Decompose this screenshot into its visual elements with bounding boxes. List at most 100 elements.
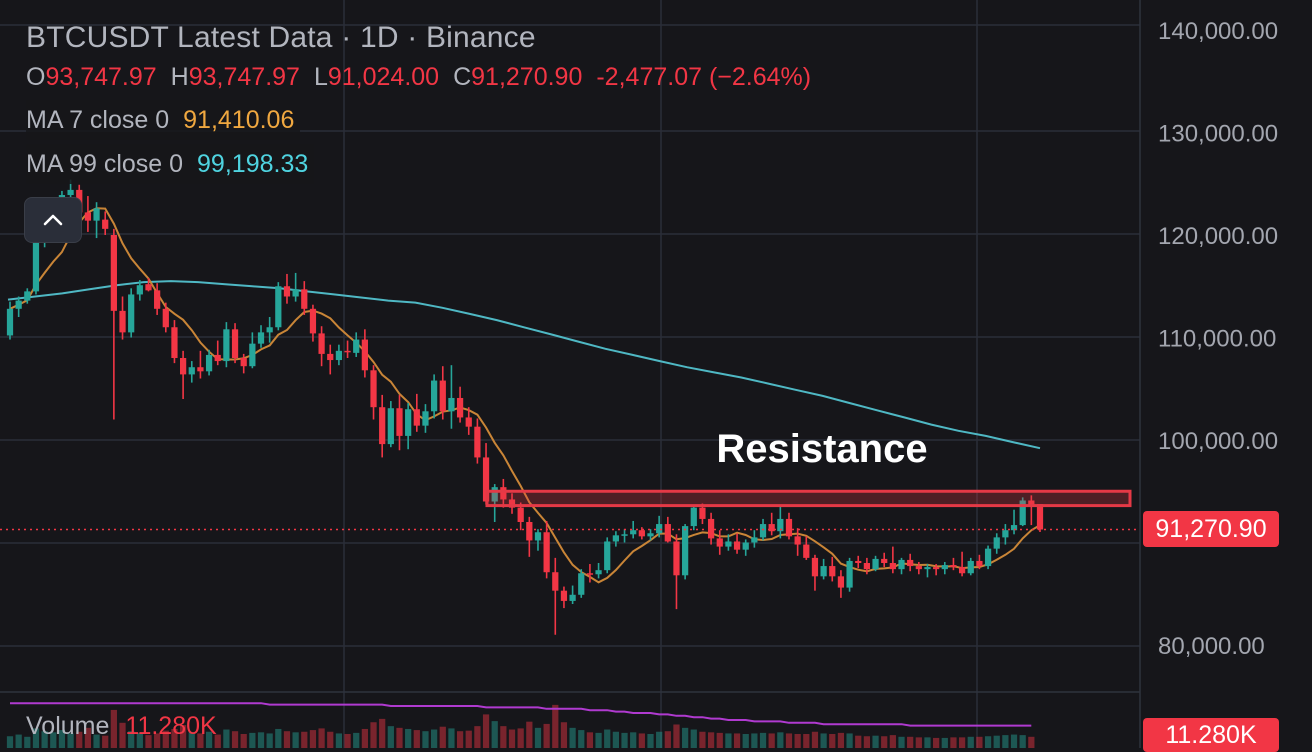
candle-body bbox=[474, 426, 481, 458]
candle-body bbox=[1019, 500, 1026, 526]
volume-bar bbox=[50, 732, 57, 748]
candle-body bbox=[327, 353, 334, 361]
volume-bar bbox=[759, 732, 767, 748]
candle-body bbox=[578, 573, 585, 595]
candle-body bbox=[309, 308, 317, 334]
volume-ma-line bbox=[10, 702, 1032, 727]
volume-bar bbox=[491, 721, 498, 748]
candle-body bbox=[179, 358, 187, 375]
candle-body bbox=[933, 567, 940, 570]
ma99-indicator[interactable]: MA 99 close 0 99,198.33 bbox=[26, 144, 315, 184]
volume-bar bbox=[907, 736, 914, 748]
candle-body bbox=[1028, 500, 1035, 505]
volume-bar bbox=[275, 728, 282, 748]
volume-bar bbox=[924, 737, 931, 748]
candle-body bbox=[855, 560, 862, 563]
volume-bar bbox=[794, 734, 801, 748]
candle-body bbox=[552, 572, 559, 591]
volume-legend: Volume 11.280K bbox=[26, 712, 217, 741]
volume-bar bbox=[707, 732, 715, 748]
volume-bar bbox=[102, 735, 109, 748]
candle-body bbox=[785, 518, 793, 537]
candle-body bbox=[500, 487, 507, 500]
volume-bar bbox=[950, 737, 957, 748]
volume-bar bbox=[353, 732, 360, 748]
volume-bar bbox=[179, 725, 187, 748]
volume-bar bbox=[188, 732, 195, 748]
candle-body bbox=[223, 329, 230, 362]
candle-body bbox=[803, 544, 810, 558]
volume-bar bbox=[656, 731, 663, 748]
volume-bar bbox=[500, 726, 507, 748]
candle-body bbox=[188, 367, 195, 375]
collapse-legend-button[interactable] bbox=[24, 197, 82, 243]
candle-body bbox=[67, 189, 74, 196]
open-value: 93,747.97 bbox=[45, 63, 157, 91]
candle-body bbox=[413, 409, 420, 426]
candle-body bbox=[448, 397, 455, 412]
volume-bar bbox=[379, 718, 386, 748]
candle-body bbox=[984, 548, 992, 567]
candle-body bbox=[283, 286, 291, 297]
candle-body bbox=[266, 327, 273, 333]
volume-bar bbox=[154, 733, 161, 748]
candle-body bbox=[673, 541, 680, 576]
candle-body bbox=[768, 524, 775, 532]
candle-body bbox=[872, 558, 879, 570]
volume-scale-label: 11.280K bbox=[1143, 718, 1279, 752]
last-price-label: 91,270.90 bbox=[1143, 511, 1279, 548]
low-key: L bbox=[313, 63, 328, 91]
volume-bar bbox=[846, 733, 853, 748]
volume-bar bbox=[664, 731, 671, 748]
volume-bar bbox=[751, 733, 758, 748]
volume-bar bbox=[465, 730, 472, 748]
volume-bar bbox=[855, 735, 862, 748]
candle-body bbox=[526, 522, 533, 541]
candle-body bbox=[128, 294, 135, 333]
volume-bar bbox=[820, 733, 827, 748]
candle-body bbox=[93, 208, 100, 221]
volume-bar bbox=[6, 736, 14, 748]
candle-body bbox=[154, 290, 161, 309]
volume-bar bbox=[223, 729, 230, 748]
candle-body bbox=[240, 358, 247, 367]
volume-bar bbox=[474, 726, 481, 748]
candle-body bbox=[482, 457, 490, 502]
volume-bar bbox=[162, 730, 169, 748]
candle-body bbox=[889, 563, 896, 570]
candle-body bbox=[569, 594, 576, 601]
high-value: 93,747.97 bbox=[188, 63, 300, 91]
volume-bar bbox=[621, 732, 628, 748]
volume-bar bbox=[301, 731, 308, 748]
candle-body bbox=[976, 560, 983, 567]
candle-body bbox=[292, 289, 299, 297]
candle-body bbox=[924, 567, 931, 570]
volume-bar bbox=[422, 731, 429, 748]
candle-body bbox=[370, 370, 377, 408]
ma99-value: 99,198.33 bbox=[197, 150, 309, 178]
candle-body bbox=[881, 558, 888, 563]
candle-body bbox=[586, 573, 594, 575]
candle-body bbox=[353, 339, 360, 353]
volume-bar bbox=[249, 732, 256, 748]
volume-bar bbox=[1010, 734, 1018, 748]
volume-bar bbox=[647, 734, 654, 748]
candle-body bbox=[595, 570, 602, 575]
candle-body bbox=[379, 407, 386, 445]
ma7-indicator[interactable]: MA 7 close 0 91,410.06 bbox=[26, 100, 301, 140]
candle-body bbox=[257, 332, 265, 344]
volume-bar bbox=[257, 732, 265, 748]
volume-value: 11.280K bbox=[125, 712, 217, 740]
y-axis-tick-label: 140,000.00 bbox=[1158, 18, 1278, 45]
candle-body bbox=[846, 560, 853, 588]
candle-body bbox=[915, 566, 922, 570]
ma7-line bbox=[9, 207, 1041, 584]
candle-body bbox=[344, 350, 351, 353]
volume-bar bbox=[93, 734, 100, 748]
y-axis-tick-label: 120,000.00 bbox=[1158, 223, 1278, 250]
candle-body bbox=[508, 499, 516, 508]
candle-body bbox=[716, 538, 723, 547]
candle-body bbox=[759, 524, 767, 538]
volume-bar bbox=[482, 714, 490, 748]
